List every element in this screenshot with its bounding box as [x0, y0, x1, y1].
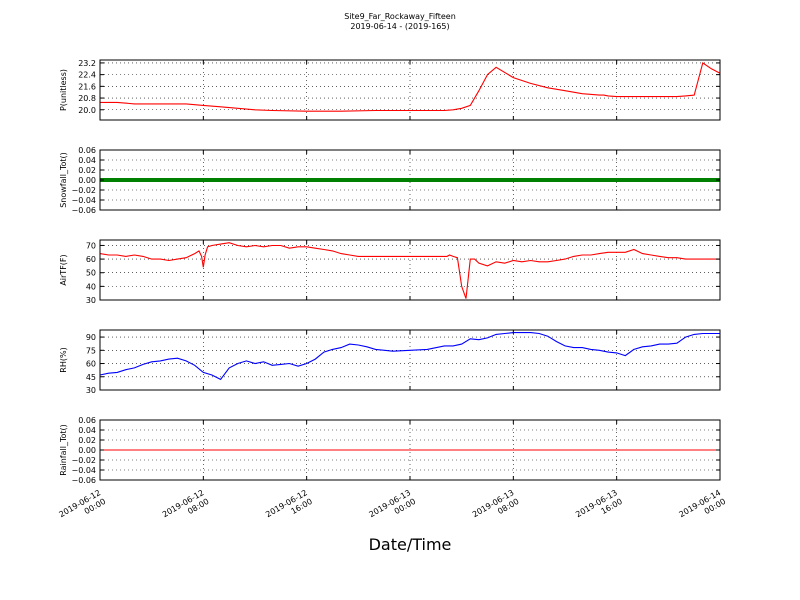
panels: 23.222.421.620.820.0P(unitless)0.060.040… — [59, 59, 721, 485]
y-tick-label: 22.4 — [78, 71, 96, 80]
y-tick-label: 45 — [86, 373, 96, 382]
grid — [99, 240, 721, 301]
y-axis-label: Snowfall_Tot() — [59, 152, 68, 208]
y-tick-label: −0.02 — [71, 456, 96, 465]
y-tick-label: −0.04 — [71, 196, 96, 205]
y-tick-label: 0.04 — [78, 156, 96, 165]
grid — [99, 330, 721, 391]
y-tick-label: 0.00 — [78, 176, 96, 185]
y-tick-label: 90 — [86, 333, 96, 342]
panel-1: 23.2 22.4 21.6 20.8 20.0 P(unitless) — [59, 59, 721, 121]
y-tick-label: −0.06 — [71, 206, 96, 215]
y-tick-label: 0.04 — [78, 426, 96, 435]
x-axis-label: Date/Time — [369, 535, 452, 554]
y-axis-label: Rainfall_Tot() — [59, 424, 68, 476]
y-tick-label: −0.02 — [71, 186, 96, 195]
y-tick-label: 23.2 — [78, 59, 96, 68]
y-tick-label: −0.06 — [71, 476, 96, 485]
panel-5: 0.060.040.020.00−0.02−0.04−0.06Rainfall_… — [59, 416, 721, 485]
y-tick-label: 20.8 — [78, 94, 96, 103]
series-line — [99, 242, 720, 299]
y-tick-label: 75 — [86, 346, 96, 355]
series-line — [100, 62, 721, 112]
y-tick-label: −0.04 — [71, 466, 96, 475]
y-tick-label: 60 — [86, 255, 96, 264]
y-tick-label: 0.06 — [78, 416, 96, 425]
y-tick-label: 21.6 — [78, 82, 96, 91]
panel-3: 70 60 50 40 30 AirTF(F) — [59, 239, 721, 305]
panel-4: 90 75 60 45 30 RH(%) — [59, 329, 721, 395]
y-tick-label: 0.02 — [78, 436, 96, 445]
y-axis-label: AirTF(F) — [59, 254, 68, 285]
y-tick-label: 0.02 — [78, 166, 96, 175]
figure-title: Site9_Far_Rockaway_Fifteen — [344, 12, 456, 21]
y-tick-label: 20.0 — [78, 106, 96, 115]
y-tick-label: 50 — [86, 269, 96, 278]
y-axis-label: RH(%) — [59, 347, 68, 372]
figure-subtitle: 2019-06-14 - (2019-165) — [350, 22, 449, 31]
y-tick-label: 0.06 — [78, 146, 96, 155]
y-tick-label: 40 — [86, 282, 96, 291]
y-axis-label: P(unitless) — [59, 69, 68, 111]
y-tick-label: 0.00 — [78, 446, 96, 455]
series-line — [99, 332, 720, 381]
y-tick-label: 30 — [86, 386, 96, 395]
y-tick-label: 70 — [86, 241, 96, 250]
panel-2: 0.060.040.020.00−0.02−0.04−0.06Snowfall_… — [59, 146, 721, 215]
y-tick-label: 60 — [86, 360, 96, 369]
y-tick-label: 30 — [86, 296, 96, 305]
